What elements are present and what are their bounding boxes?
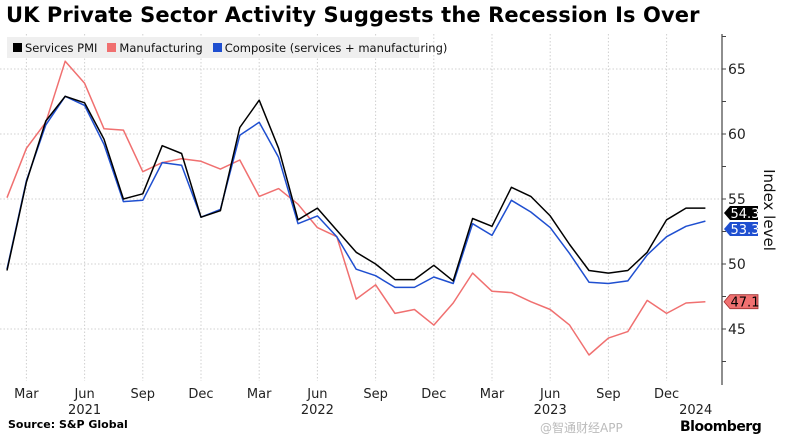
last-value-tag xyxy=(724,222,758,236)
legend-swatch-services xyxy=(13,43,22,52)
x-tick-label: Mar xyxy=(480,387,505,402)
x-tick-label: Jun xyxy=(73,387,94,402)
last-value-label: 53.3 xyxy=(731,223,760,238)
x-tick-label: Mar xyxy=(14,387,39,402)
x-tick-label: Dec xyxy=(421,387,446,402)
legend-item-manufacturing: Manufacturing xyxy=(107,40,203,55)
x-year-label: 2022 xyxy=(301,403,334,418)
legend-swatch-manufacturing xyxy=(107,43,117,52)
series-line-services xyxy=(6,95,706,282)
series-line-manufacturing xyxy=(6,60,706,356)
x-tick-label: Sep xyxy=(131,387,156,402)
bloomberg-logo: Bloomberg xyxy=(680,419,762,435)
y-tick-label: 50 xyxy=(728,257,746,273)
chart-title: UK Private Sector Activity Suggests the … xyxy=(6,3,700,27)
x-tick-label: Sep xyxy=(596,387,621,402)
legend-item-composite: Composite (services + manufacturing) xyxy=(212,40,448,55)
x-year-label: 2021 xyxy=(68,403,101,418)
y-tick-label: 45 xyxy=(728,322,746,338)
x-tick-label: Dec xyxy=(654,387,679,402)
x-tick-label: Jun xyxy=(539,387,560,402)
last-value-label: 47.1 xyxy=(731,296,760,311)
legend-label-services: Services PMI xyxy=(25,40,98,55)
legend-item-services: Services PMI xyxy=(13,41,97,55)
y-tick-label: 60 xyxy=(728,127,746,143)
y-axis-label: Index level xyxy=(760,169,778,251)
x-tick-label: Dec xyxy=(188,387,213,402)
last-value-label: 54.3 xyxy=(731,207,760,222)
x-tick-label: Sep xyxy=(363,387,388,402)
x-tick-label: Jun xyxy=(306,387,327,402)
x-year-label: 2024 xyxy=(679,403,712,418)
legend-label-manufacturing: Manufacturing xyxy=(119,40,203,55)
x-tick-label: Mar xyxy=(247,387,272,402)
y-tick-label: 55 xyxy=(728,192,746,208)
source-note: Source: S&P Global xyxy=(8,418,128,431)
watermark: @智通财经APP xyxy=(540,421,623,435)
legend: Services PMI Manufacturing Composite (se… xyxy=(7,37,447,58)
last-value-tag xyxy=(724,206,758,220)
last-value-tag xyxy=(723,294,759,310)
y-tick-label: 65 xyxy=(728,62,746,78)
x-year-label: 2023 xyxy=(534,403,567,418)
series-line-composite xyxy=(6,95,706,289)
legend-label-composite: Composite (services + manufacturing) xyxy=(224,40,448,55)
legend-swatch-composite xyxy=(212,43,222,52)
